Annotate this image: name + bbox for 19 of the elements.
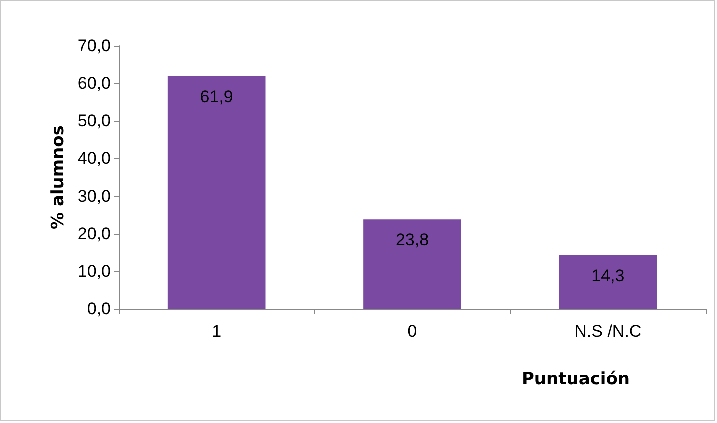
y-tick-label: 40,0 <box>78 149 111 168</box>
data-label: 61,9 <box>200 87 234 106</box>
bar <box>364 220 462 309</box>
x-tick-label: N.S /N.C <box>574 322 642 341</box>
y-tick-label: 0,0 <box>87 300 111 318</box>
y-tick-label: 20,0 <box>78 224 111 244</box>
bar <box>168 76 266 309</box>
y-tick-label: 60,0 <box>78 74 111 94</box>
y-tick-label: 30,0 <box>78 186 111 206</box>
bar <box>559 255 658 309</box>
y-tick-label: 10,0 <box>78 262 111 281</box>
x-axis-title: Puntuación <box>522 370 630 390</box>
x-tick-label: 0 <box>408 322 418 341</box>
y-axis-title: % alumnos <box>48 126 68 230</box>
y-tick-label: 70,0 <box>78 36 111 56</box>
y-tick-label: 50,0 <box>78 112 111 131</box>
x-tick-label: 1 <box>212 322 222 341</box>
data-label: 23,8 <box>396 230 430 250</box>
data-label: 14,3 <box>592 266 625 286</box>
